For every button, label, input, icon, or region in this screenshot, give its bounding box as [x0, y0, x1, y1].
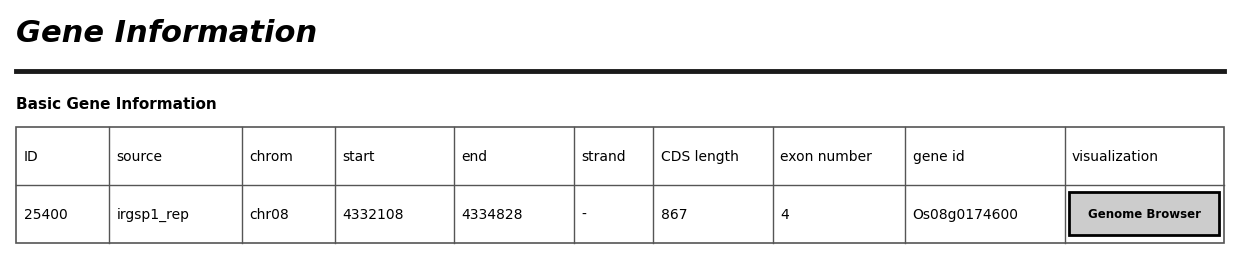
- Text: 867: 867: [661, 207, 687, 221]
- Text: chr08: chr08: [249, 207, 289, 221]
- Text: Basic Gene Information: Basic Gene Information: [16, 97, 217, 112]
- Bar: [1069, 192, 1219, 235]
- Text: 4332108: 4332108: [342, 207, 404, 221]
- Text: 25400: 25400: [24, 207, 67, 221]
- Text: strand: strand: [582, 149, 626, 163]
- Text: gene id: gene id: [913, 149, 965, 163]
- Text: visualization: visualization: [1071, 149, 1159, 163]
- Text: 4: 4: [780, 207, 789, 221]
- Text: exon number: exon number: [780, 149, 872, 163]
- Text: Os08g0174600: Os08g0174600: [913, 207, 1019, 221]
- Text: Genome Browser: Genome Browser: [1087, 207, 1200, 220]
- Text: Gene Information: Gene Information: [16, 19, 317, 48]
- Bar: [16, 127, 1224, 243]
- Text: 4334828: 4334828: [461, 207, 523, 221]
- Text: irgsp1_rep: irgsp1_rep: [117, 207, 190, 221]
- Text: ID: ID: [24, 149, 38, 163]
- Text: start: start: [342, 149, 374, 163]
- Text: -: -: [582, 207, 585, 221]
- Text: chrom: chrom: [249, 149, 293, 163]
- Text: end: end: [461, 149, 487, 163]
- Text: source: source: [117, 149, 162, 163]
- Text: CDS length: CDS length: [661, 149, 739, 163]
